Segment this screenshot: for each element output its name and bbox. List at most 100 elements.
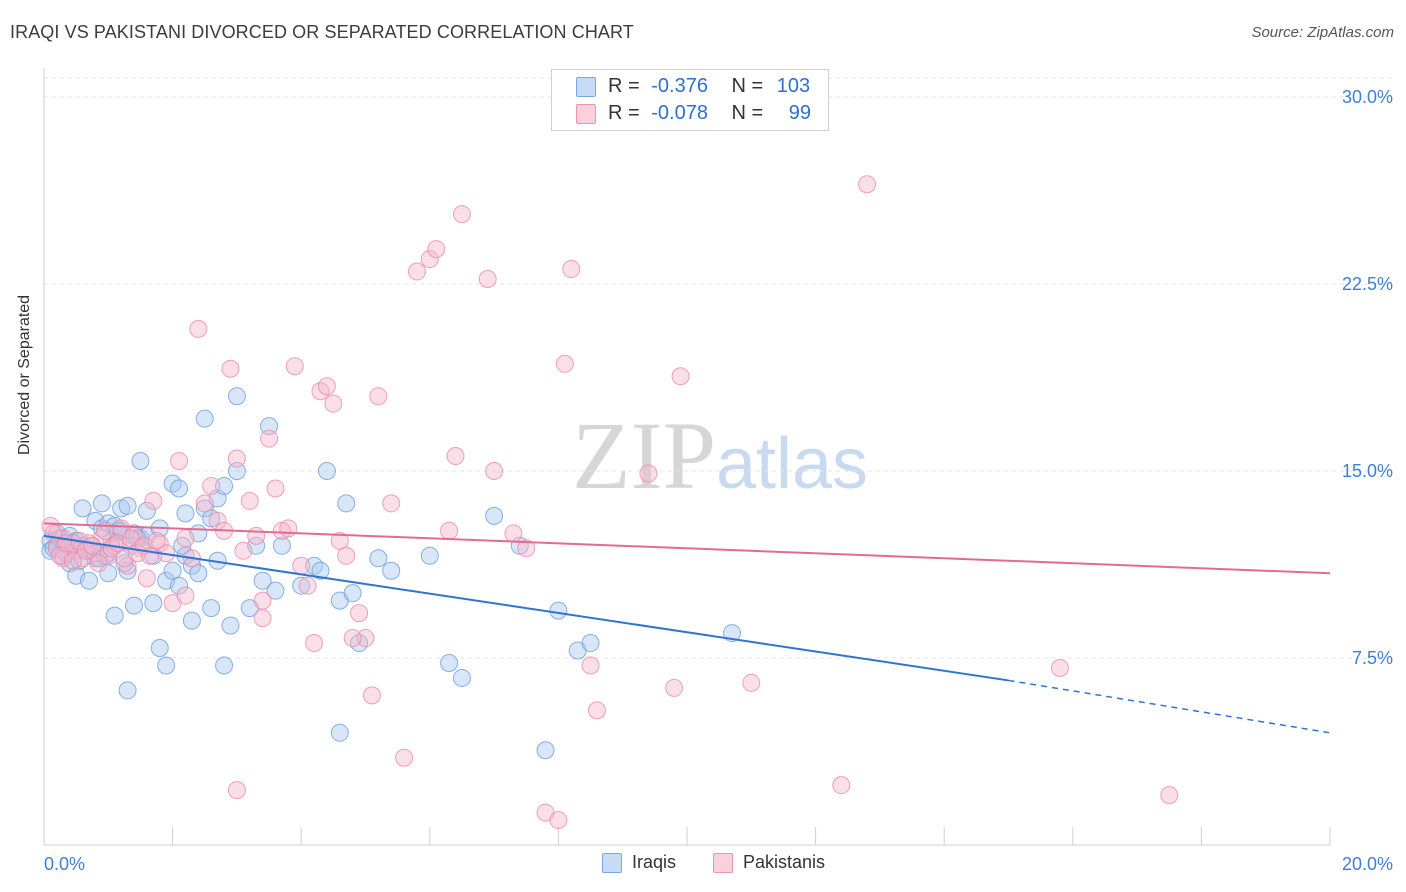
point-pakistanis bbox=[195, 494, 214, 513]
point-iraqis bbox=[420, 546, 439, 565]
point-iraqis bbox=[317, 462, 336, 480]
point-iraqis bbox=[115, 554, 134, 573]
y-axis-label: Divorced or Separated bbox=[16, 294, 33, 455]
point-pakistanis bbox=[485, 462, 504, 480]
point-pakistanis bbox=[253, 591, 272, 610]
y-tick-label: 15.0% bbox=[1342, 461, 1393, 481]
point-pakistanis bbox=[234, 541, 253, 560]
point-iraqis bbox=[80, 571, 99, 590]
legend-n-value: 103 bbox=[776, 75, 811, 97]
point-iraqis bbox=[272, 536, 291, 555]
legend-swatch-pakistanis bbox=[576, 104, 596, 124]
point-pakistanis bbox=[240, 491, 259, 510]
point-pakistanis bbox=[369, 387, 388, 406]
point-iraqis bbox=[369, 549, 388, 568]
point-iraqis bbox=[73, 499, 92, 518]
point-iraqis bbox=[260, 417, 279, 436]
x-tick-label: 20.0% bbox=[1342, 854, 1393, 874]
point-iraqis bbox=[440, 653, 459, 672]
legend: R = -0.376 N = 103 R = -0.078 N = 99 bbox=[551, 69, 829, 131]
point-pakistanis bbox=[144, 491, 163, 510]
point-iraqis bbox=[195, 499, 214, 518]
point-pakistanis bbox=[221, 359, 240, 378]
legend-n-label: N = bbox=[731, 102, 764, 124]
point-pakistanis bbox=[170, 452, 189, 471]
point-pakistanis bbox=[227, 781, 246, 800]
point-pakistanis bbox=[189, 319, 208, 338]
point-iraqis bbox=[182, 611, 201, 630]
trend-line-pakistanis bbox=[43, 522, 1331, 575]
point-iraqis bbox=[163, 561, 182, 580]
point-iraqis bbox=[382, 561, 401, 580]
point-pakistanis bbox=[89, 554, 108, 573]
point-pakistanis bbox=[562, 260, 581, 279]
point-pakistanis bbox=[440, 521, 459, 540]
chart-title: IRAQI VS PAKISTANI DIVORCED OR SEPARATED… bbox=[10, 22, 634, 42]
point-pakistanis bbox=[517, 539, 536, 558]
point-pakistanis bbox=[587, 701, 606, 720]
point-pakistanis bbox=[362, 686, 381, 705]
point-pakistanis bbox=[266, 479, 285, 498]
point-iraqis bbox=[150, 639, 169, 658]
point-pakistanis bbox=[292, 556, 311, 575]
trend-line-extension-iraqis bbox=[1008, 679, 1331, 734]
point-iraqis bbox=[118, 681, 137, 700]
point-pakistanis bbox=[279, 519, 298, 538]
point-pakistanis bbox=[343, 629, 362, 648]
point-pakistanis bbox=[742, 673, 761, 692]
point-pakistanis bbox=[446, 447, 465, 466]
point-iraqis bbox=[536, 741, 555, 760]
point-iraqis bbox=[92, 494, 111, 513]
point-iraqis bbox=[125, 596, 144, 615]
point-pakistanis bbox=[356, 629, 375, 648]
legend-n-label: N = bbox=[731, 75, 764, 97]
y-tick-label: 7.5% bbox=[1352, 648, 1393, 668]
point-pakistanis bbox=[555, 354, 574, 373]
source-label: Source: ZipAtlas.com bbox=[1251, 24, 1394, 41]
point-pakistanis bbox=[395, 748, 414, 767]
point-pakistanis bbox=[665, 678, 684, 697]
point-pakistanis bbox=[1050, 658, 1069, 677]
point-pakistanis bbox=[298, 576, 317, 595]
point-pakistanis bbox=[176, 586, 195, 605]
bottom-legend-swatch-iraqis bbox=[602, 853, 622, 873]
point-iraqis bbox=[221, 616, 240, 635]
point-iraqis bbox=[311, 561, 330, 580]
point-pakistanis bbox=[305, 634, 324, 653]
trend-line-iraqis bbox=[43, 534, 1009, 682]
point-pakistanis bbox=[639, 464, 658, 483]
point-iraqis bbox=[202, 599, 221, 618]
legend-n-value: 99 bbox=[788, 102, 812, 124]
y-tick-label: 30.0% bbox=[1342, 87, 1393, 107]
point-pakistanis bbox=[63, 551, 82, 570]
point-pakistanis bbox=[317, 377, 336, 396]
point-pakistanis bbox=[202, 476, 221, 495]
point-pakistanis bbox=[832, 776, 851, 795]
point-iraqis bbox=[330, 723, 349, 742]
point-iraqis bbox=[118, 496, 137, 515]
point-pakistanis bbox=[504, 524, 523, 543]
point-pakistanis bbox=[253, 609, 272, 628]
point-iraqis bbox=[343, 584, 362, 603]
point-pakistanis bbox=[427, 240, 446, 259]
point-iraqis bbox=[131, 452, 150, 471]
point-pakistanis bbox=[147, 531, 166, 550]
point-pakistanis bbox=[83, 536, 102, 555]
point-iraqis bbox=[549, 601, 568, 620]
point-iraqis bbox=[144, 594, 163, 613]
point-pakistanis bbox=[549, 811, 568, 830]
point-pakistanis bbox=[407, 262, 426, 281]
point-iraqis bbox=[215, 656, 234, 675]
point-pakistanis bbox=[324, 394, 343, 413]
point-pakistanis bbox=[420, 250, 439, 269]
point-iraqis bbox=[176, 504, 195, 523]
legend-swatch-iraqis bbox=[576, 77, 596, 97]
point-iraqis bbox=[452, 668, 471, 687]
point-iraqis bbox=[215, 476, 234, 495]
legend-r-value: -0.078 bbox=[651, 102, 708, 124]
point-pakistanis bbox=[247, 526, 266, 545]
point-iraqis bbox=[170, 479, 189, 498]
point-pakistanis bbox=[350, 604, 369, 623]
point-iraqis bbox=[253, 571, 272, 590]
point-pakistanis bbox=[330, 531, 349, 550]
